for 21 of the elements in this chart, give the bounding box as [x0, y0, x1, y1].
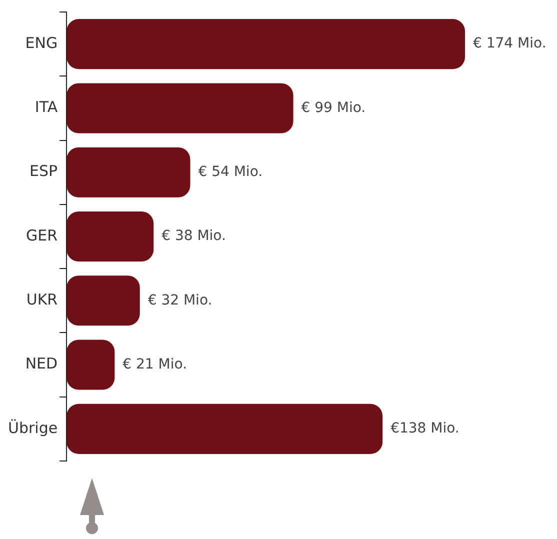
y-tick-label: ENG: [25, 34, 58, 52]
y-tick-label: GER: [26, 226, 58, 244]
bar: [66, 147, 190, 198]
data-label: € 174 Mio.: [473, 36, 546, 52]
y-tick-label: NED: [25, 354, 58, 373]
y-tick-label: ITA: [34, 98, 58, 116]
y-tick-label: UKR: [26, 290, 58, 309]
y-tick-label: Übrige: [8, 418, 58, 437]
bar: [66, 276, 140, 326]
bar: [66, 211, 154, 262]
bar: [66, 340, 115, 390]
data-label: €138 Mio.: [390, 420, 460, 437]
bar: [66, 19, 465, 70]
data-label: € 32 Mio.: [148, 292, 212, 308]
bar: [66, 404, 383, 454]
bar: [66, 83, 294, 134]
data-label: € 21 Mio.: [122, 356, 188, 372]
y-tick-label: ESP: [30, 162, 58, 180]
data-label: € 99 Mio.: [301, 100, 366, 116]
data-label: € 54 Mio.: [198, 164, 263, 180]
data-label: € 38 Mio.: [162, 228, 226, 244]
